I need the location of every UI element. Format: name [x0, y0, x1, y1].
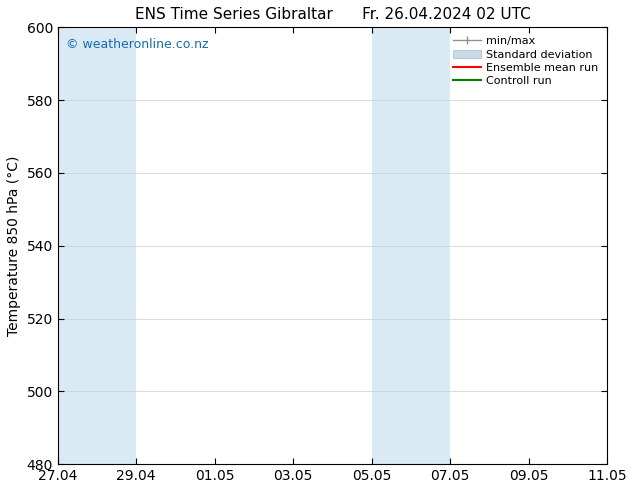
Y-axis label: Temperature 850 hPa (°C): Temperature 850 hPa (°C)	[7, 155, 21, 336]
Bar	[607, 27, 627, 464]
Bar	[58, 27, 136, 464]
Legend: min/max, Standard deviation, Ensemble mean run, Controll run: min/max, Standard deviation, Ensemble me…	[450, 33, 602, 90]
Bar	[372, 27, 450, 464]
Title: ENS Time Series Gibraltar      Fr. 26.04.2024 02 UTC: ENS Time Series Gibraltar Fr. 26.04.2024…	[134, 7, 531, 22]
Text: © weatheronline.co.nz: © weatheronline.co.nz	[66, 38, 209, 51]
